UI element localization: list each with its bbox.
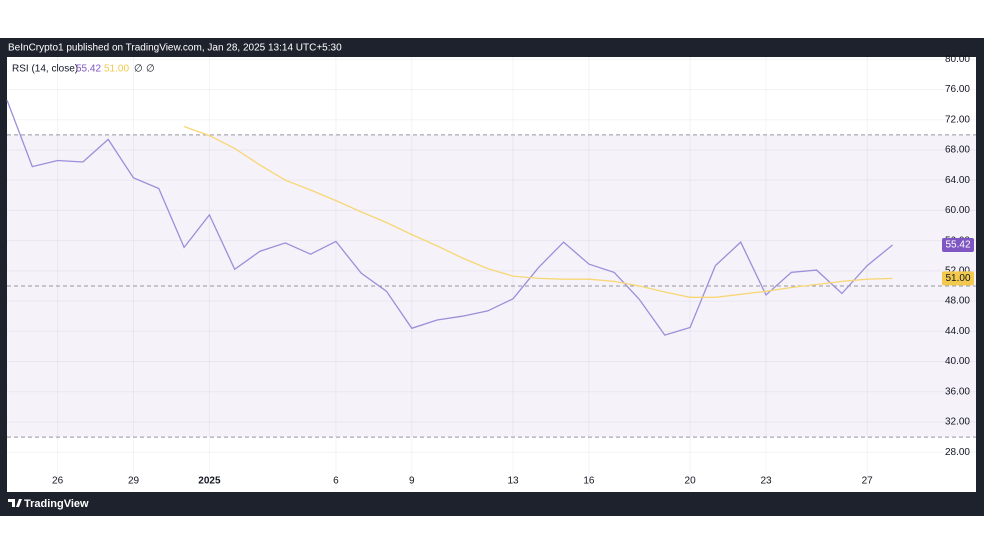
last-value-box — [942, 238, 974, 253]
header: BeInCrypto1 published on TradingView.com… — [8, 43, 342, 54]
y-tick-label: 72.00 — [945, 114, 970, 125]
x-tick-label: 9 — [409, 476, 415, 487]
tv-logo — [8, 499, 22, 507]
y-tick-label: 36.00 — [945, 386, 970, 397]
y-tick-label: 64.00 — [945, 175, 970, 186]
legend-title: RSI (14, close) — [12, 64, 78, 75]
y-tick-label: 40.00 — [945, 356, 970, 367]
y-tick-label: 52.00 — [945, 265, 970, 276]
x-tick-label: 2025 — [198, 476, 221, 487]
y-tick-label: 76.00 — [945, 84, 970, 95]
y-tick-label: 28.00 — [945, 447, 970, 458]
y-tick-label: 32.00 — [945, 417, 970, 428]
last-value-box — [942, 271, 974, 286]
y-tick-label: 44.00 — [945, 326, 970, 337]
footer: TradingView — [24, 498, 89, 510]
legend-value: 55.42 — [76, 64, 101, 75]
series-line — [183, 125, 893, 298]
legend-icon: ∅ — [146, 64, 155, 75]
plot-background — [7, 57, 976, 492]
y-tick-label: 48.00 — [945, 296, 970, 307]
x-tick-label: 16 — [583, 476, 595, 487]
plot — [6, 57, 976, 490]
series-line — [6, 99, 893, 336]
x-tick-label: 20 — [685, 476, 697, 487]
x-tick-label: 6 — [333, 476, 339, 487]
y-tick-label: 68.00 — [945, 145, 970, 156]
x-tick-label: 27 — [862, 476, 874, 487]
x-tick-label: 23 — [760, 476, 772, 487]
legend-value: 51.00 — [104, 64, 129, 75]
x-tick-label: 13 — [507, 476, 519, 487]
y-tick-label: 60.00 — [945, 205, 970, 216]
legend-icon: ∅ — [134, 64, 143, 75]
last-value-label: 55.42 — [945, 240, 970, 251]
last-value-label: 51.00 — [945, 273, 970, 284]
y-tick-label: 80.00 — [945, 54, 970, 65]
x-tick-label: 29 — [128, 476, 140, 487]
x-tick-label: 26 — [52, 476, 64, 487]
